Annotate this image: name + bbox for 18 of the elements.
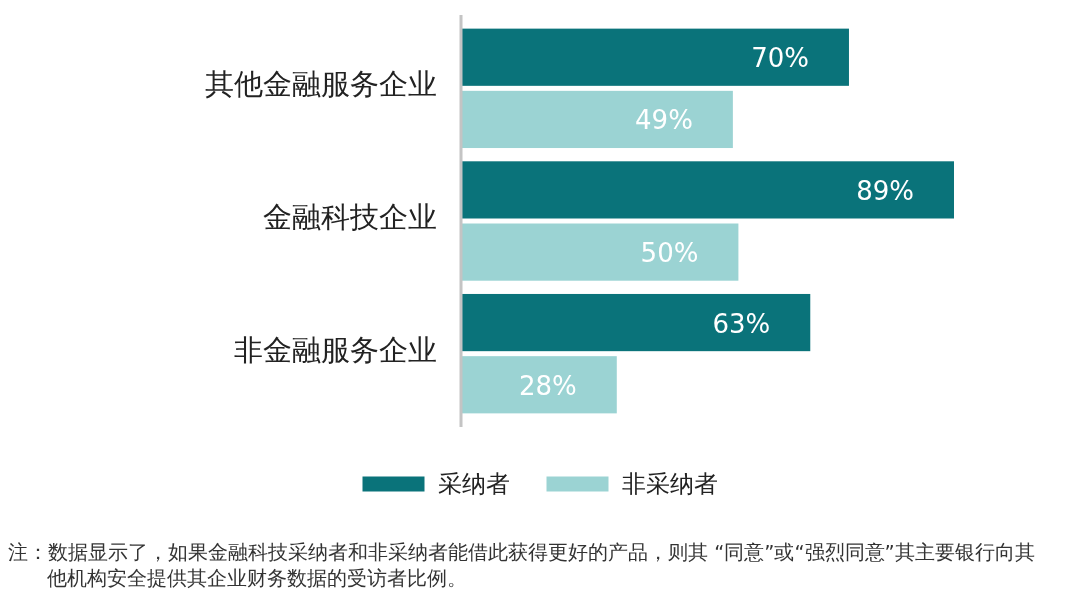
bar <box>462 356 617 414</box>
legend-label: 非采纳者 <box>621 470 718 498</box>
data-label: 70% <box>751 43 809 74</box>
data-label: 28% <box>518 370 577 401</box>
legend-label: 采纳者 <box>437 470 510 498</box>
y-tick-label: 金融科技企业 <box>263 200 437 234</box>
text: 注：数据显示了，如果金融科技采纳者和非采纳者能借此获得更好的产品，则其 “同意”或“强烈同意”其主要银行向其他机构安全提供其企业财务数据的受访者比例。 <box>8 540 1036 592</box>
bar <box>462 293 811 352</box>
data-label: 63% <box>712 308 771 339</box>
y-tick-label: 其他金融服务企业 <box>205 67 437 102</box>
bar <box>462 28 849 86</box>
data-label: 49% <box>635 105 693 136</box>
bar <box>462 90 733 149</box>
bar <box>462 223 739 281</box>
y-tick-label: 非金融服务企业 <box>234 332 437 367</box>
data-label: 89% <box>856 175 914 206</box>
bar <box>462 161 954 219</box>
data-label: 50% <box>640 238 699 269</box>
